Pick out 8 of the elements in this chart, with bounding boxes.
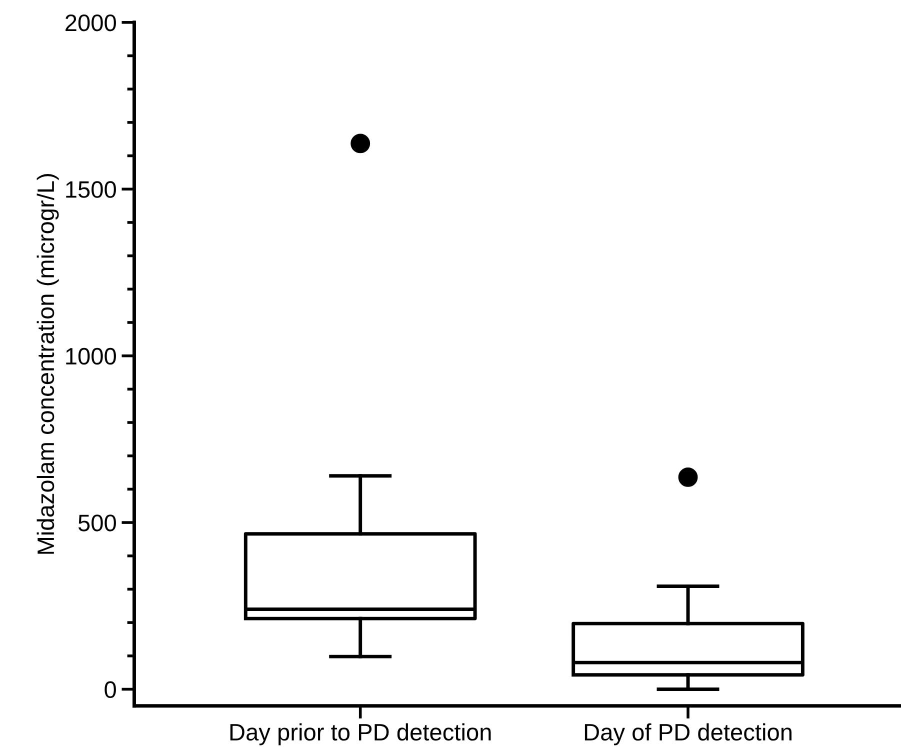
y-tick-label: 500	[78, 514, 116, 532]
y-tick-label: 2000	[66, 14, 116, 32]
x-tick-label: Day prior to PD detection	[230, 723, 491, 746]
y-tick-label: 1000	[66, 348, 116, 365]
y-axis-title: Midazolam concentration (microgr/L)	[36, 174, 59, 554]
y-tick-label: 0	[104, 681, 116, 698]
y-tick-label: 1500	[66, 181, 116, 198]
x-tick-label: Day of PD detection	[584, 723, 792, 746]
